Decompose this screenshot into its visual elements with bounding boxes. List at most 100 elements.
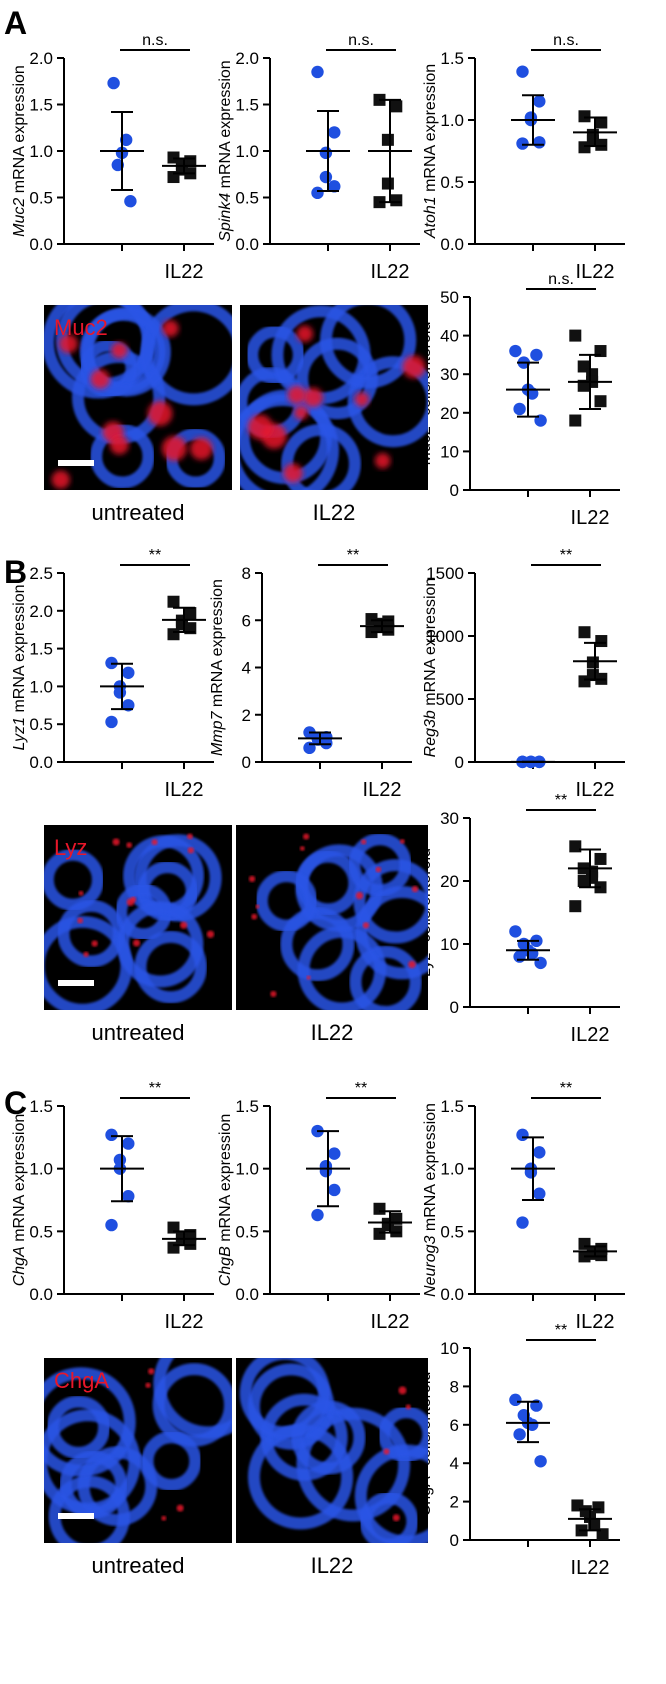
significance-label: n.s. — [348, 32, 374, 49]
nuclei-ring — [349, 945, 422, 1010]
y-tick-label: 0 — [450, 1531, 459, 1550]
x-category-label: IL22 — [363, 779, 402, 801]
data-point-il22 — [594, 852, 607, 865]
significance-label: ** — [555, 1322, 567, 1339]
y-tick-label: 1.0 — [29, 1160, 53, 1179]
data-point-il22 — [592, 1501, 605, 1514]
data-point-il22 — [588, 1518, 601, 1531]
data-point-il22 — [578, 626, 591, 639]
y-axis-label: Lyz1 mRNA expression — [11, 584, 28, 750]
micrograph-caption: IL22 — [311, 1553, 354, 1578]
chart-5: 0 2 4 6 8 IL22 Mmp7 mRNA expression ** — [209, 547, 412, 801]
stain-spot — [303, 387, 323, 408]
data-point-il22 — [390, 194, 403, 207]
data-point-il22 — [595, 116, 608, 129]
y-tick-label: 0.0 — [440, 235, 464, 254]
data-point-untreated — [122, 1137, 135, 1150]
y-tick-label: 8 — [450, 1377, 459, 1396]
stain-spot — [78, 890, 84, 896]
data-point-untreated — [509, 344, 522, 358]
data-point-untreated — [516, 65, 529, 78]
ylabel-rest: mRNA expression — [422, 64, 439, 197]
y-axis-label: Neurog3 mRNA expression — [422, 1103, 439, 1297]
stain-spot — [176, 1504, 184, 1512]
y-tick-label: 20 — [440, 872, 459, 891]
nuclei-ring — [134, 930, 207, 1004]
scale-bar — [58, 980, 94, 986]
nuclei-ring — [81, 307, 171, 397]
nuclei-ring — [44, 848, 104, 911]
data-point-il22 — [595, 138, 608, 151]
stain-spot — [148, 1368, 155, 1375]
stain-spot — [77, 917, 83, 924]
gene-name: Muc2 — [11, 198, 28, 237]
y-tick-label: 1.5 — [440, 49, 464, 68]
panel-letter-a: A — [4, 5, 27, 41]
chart-10: 0.0 0.5 1.0 1.5 IL22 Neurog3 mRNA expression *… — [422, 1080, 625, 1333]
data-point-untreated — [311, 1208, 324, 1222]
ylabel-rest: mRNA expression — [217, 60, 234, 193]
x-category-label: IL22 — [571, 1557, 610, 1579]
data-point-untreated — [513, 1428, 526, 1441]
ylabel-rest: mRNA expression — [422, 1103, 439, 1236]
nuclei-ring — [152, 1363, 232, 1447]
gene-name: Spink4 — [217, 193, 234, 242]
stain-spot — [402, 355, 426, 379]
nuclei-ring — [59, 1450, 128, 1519]
data-point-untreated — [328, 1147, 341, 1160]
data-point-il22 — [569, 414, 582, 427]
data-point-untreated — [530, 348, 543, 362]
y-tick-label: 0.5 — [29, 1222, 53, 1241]
stain-spot — [161, 435, 187, 461]
stain-spot — [411, 885, 419, 893]
nuclei-ring — [320, 305, 417, 389]
y-tick-label: 0.5 — [440, 1222, 464, 1241]
stain-spot — [399, 839, 405, 844]
y-tick-label: 0.5 — [29, 715, 53, 734]
data-point-il22 — [569, 900, 582, 913]
chart-11: 0246810IL22ChgA+ cells/enteroid** — [417, 1322, 620, 1579]
data-point-untreated — [311, 186, 324, 200]
chart-6: 0 500 1000 1500 IL22 Reg3b mRNA expression ** — [422, 547, 625, 801]
y-axis-label: Reg3b mRNA expression — [422, 578, 439, 758]
stain-spot — [375, 866, 382, 873]
nuclei-ring — [239, 1358, 331, 1439]
data-point-untreated — [328, 180, 341, 193]
micrograph-1-1: IL22 — [236, 825, 428, 1045]
data-point-il22 — [381, 177, 394, 190]
stain-spot — [109, 435, 129, 455]
y-tick-label: 0.5 — [235, 1222, 259, 1241]
data-point-untreated — [319, 170, 333, 184]
data-point-untreated — [328, 126, 341, 139]
stain-label: Lyz — [54, 835, 87, 860]
significance-label: ** — [560, 1080, 572, 1097]
micrograph-tissue — [239, 1358, 428, 1543]
y-tick-label: 2.5 — [29, 564, 53, 583]
data-point-il22 — [390, 1225, 403, 1238]
micrograph-0-0: Muc2 untreated — [44, 305, 232, 525]
scale-bar — [58, 460, 94, 466]
y-tick-label: 2.0 — [29, 49, 53, 68]
stain-spot — [111, 342, 128, 359]
data-point-untreated — [509, 925, 522, 938]
y-tick-label: 1.5 — [235, 1097, 259, 1116]
data-point-untreated — [120, 133, 133, 147]
data-point-untreated — [105, 715, 118, 729]
data-point-untreated — [328, 1183, 341, 1197]
data-point-untreated — [516, 1216, 529, 1229]
y-tick-label: 1.0 — [440, 1160, 464, 1179]
gene-name: ChgA — [11, 1246, 28, 1286]
stain-spot — [190, 437, 213, 460]
y-tick-label: 2 — [450, 1493, 459, 1512]
ylabel-rest: mRNA expression — [11, 584, 28, 717]
data-point-untreated — [533, 1187, 546, 1200]
data-point-il22 — [184, 1237, 197, 1250]
x-category-label: IL22 — [571, 1024, 610, 1046]
stain-spot — [180, 921, 188, 929]
x-category-label: IL22 — [165, 261, 204, 283]
stain-spot — [294, 405, 309, 420]
stain-spot — [306, 975, 311, 980]
y-tick-label: 1.5 — [440, 1097, 464, 1116]
stain-spot — [251, 913, 258, 920]
